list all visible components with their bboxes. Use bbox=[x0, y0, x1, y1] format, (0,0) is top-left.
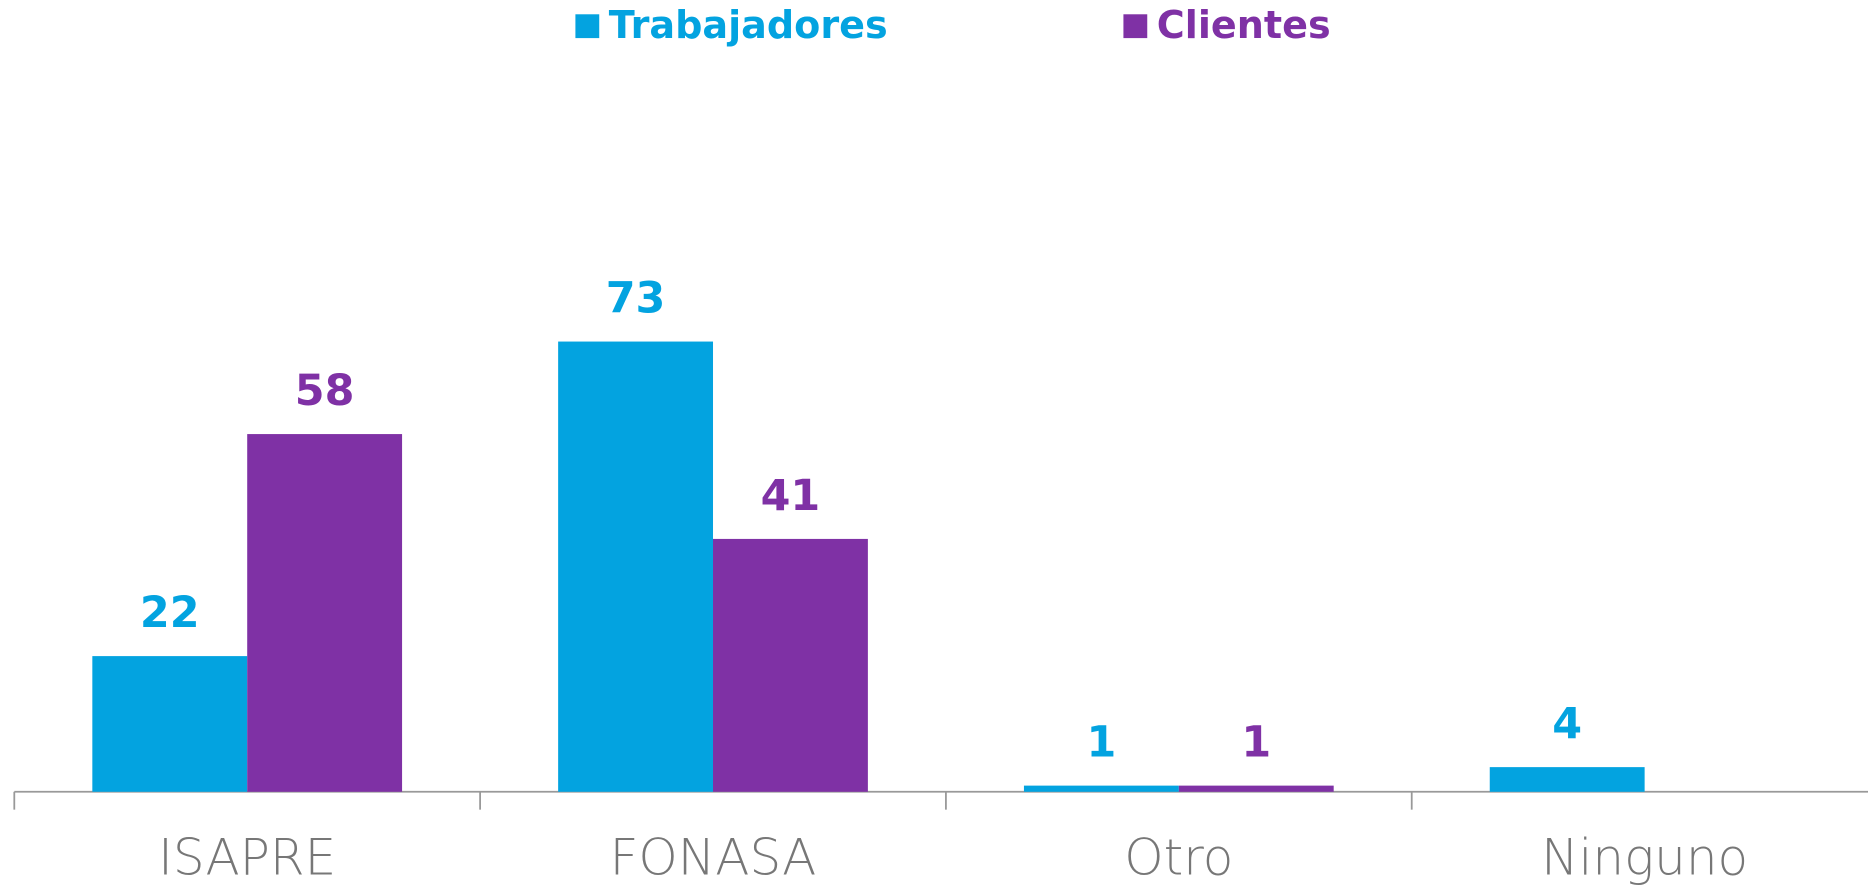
bar bbox=[558, 341, 714, 792]
bar bbox=[1178, 785, 1334, 792]
bar bbox=[247, 434, 403, 792]
value-label: 22 bbox=[140, 588, 200, 638]
value-label: 41 bbox=[761, 471, 821, 521]
legend-label: Clientes bbox=[1157, 3, 1331, 47]
bar bbox=[92, 656, 248, 792]
x-tick-label: FONASA bbox=[610, 828, 817, 886]
bar bbox=[1489, 767, 1645, 792]
x-tick-label: Ninguno bbox=[1541, 828, 1748, 886]
value-label: 1 bbox=[1241, 718, 1271, 768]
x-tick-label: Otro bbox=[1124, 828, 1233, 886]
value-label: 4 bbox=[1552, 699, 1582, 749]
value-label: 73 bbox=[606, 274, 666, 324]
legend-swatch bbox=[575, 14, 600, 39]
legend-swatch bbox=[1123, 14, 1148, 39]
x-tick-label: ISAPRE bbox=[158, 828, 336, 886]
value-label: 1 bbox=[1086, 718, 1116, 768]
bar bbox=[1023, 785, 1179, 792]
bar bbox=[713, 538, 868, 792]
value-label: 58 bbox=[295, 366, 355, 416]
legend-label: Trabajadores bbox=[609, 3, 888, 47]
